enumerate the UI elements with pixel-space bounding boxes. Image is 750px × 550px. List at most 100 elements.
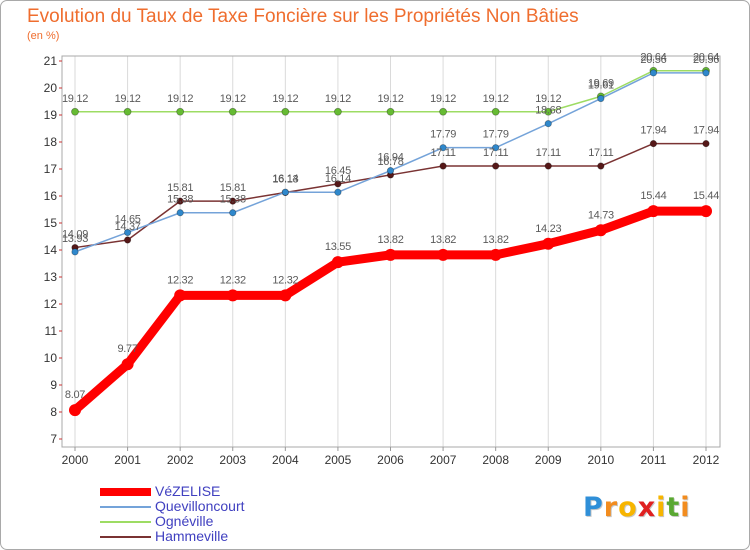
data-point: [176, 209, 184, 217]
data-label: 14.09: [62, 229, 88, 241]
y-tick-label: 17: [44, 162, 58, 176]
legend-label-vezelise: VéZELISE: [155, 483, 221, 499]
data-label: 16.78: [377, 156, 403, 168]
series-quevilloncourt: [71, 69, 710, 256]
data-label: 16.13: [272, 173, 298, 185]
y-tick-label: 8: [50, 405, 57, 419]
data-label: 12.32: [167, 274, 193, 286]
x-tick-label: 2000: [62, 453, 89, 467]
data-point: [702, 69, 710, 77]
data-label: 13.82: [483, 234, 509, 246]
data-point: [492, 144, 500, 152]
x-tick-label: 2003: [219, 453, 246, 467]
legend-item-hammeville: Hammeville: [100, 529, 300, 544]
data-label: 19.12: [115, 93, 141, 105]
data-point: [489, 248, 502, 261]
data-point: [386, 167, 395, 175]
data-label: 19.69: [588, 77, 614, 89]
data-label: 19.61: [588, 80, 614, 92]
data-label: 17.11: [588, 147, 613, 159]
y-tick-label: 15: [44, 216, 58, 230]
chart-title: Evolution du Taux de Taxe Foncière sur l…: [27, 6, 579, 27]
data-label: 17.79: [430, 129, 456, 141]
series-vezelise: [69, 205, 712, 417]
x-tick-label: 2012: [693, 453, 720, 467]
y-tick-label: 13: [44, 270, 58, 284]
data-label: 19.12: [430, 93, 456, 105]
data-point: [439, 144, 447, 152]
data-label: 17.79: [483, 129, 509, 141]
data-label: 15.44: [693, 190, 719, 202]
data-label: 19.12: [220, 93, 246, 105]
legend-label-ogneville: Ognéville: [155, 513, 214, 529]
data-point: [176, 107, 185, 116]
y-tick-label: 19: [44, 108, 58, 122]
data-point: [279, 289, 292, 302]
logo-letter: o: [618, 492, 638, 523]
legend-swatch-hammeville: [100, 535, 151, 538]
data-point: [597, 162, 605, 170]
legend-label-quevilloncourt: Quevilloncourt: [155, 498, 245, 514]
logo-letter: i: [680, 492, 691, 523]
data-label: 19.12: [377, 93, 403, 105]
data-label: 15.81: [167, 182, 193, 194]
y-tick-label: 18: [44, 135, 58, 149]
data-point: [542, 237, 555, 250]
x-tick-label: 2005: [325, 453, 352, 467]
data-label: 13.93: [62, 233, 88, 245]
data-point: [386, 107, 395, 116]
y-tick-label: 12: [44, 297, 58, 311]
data-point: [649, 140, 658, 148]
y-tick-label: 14: [44, 243, 58, 257]
data-label: 20.56: [693, 54, 719, 66]
logo-letter: t: [666, 492, 681, 523]
data-point: [69, 404, 81, 417]
data-label: 14.23: [535, 223, 561, 235]
data-label: 20.64: [640, 52, 666, 64]
data-point: [439, 162, 447, 170]
proxiti-logo: Proxiti: [583, 494, 691, 521]
x-tick-label: 2008: [482, 453, 509, 467]
data-label: 17.94: [640, 125, 666, 137]
data-point: [71, 248, 79, 256]
y-tick-label: 21: [44, 54, 58, 68]
y-tick-label: 11: [45, 324, 58, 338]
data-point: [544, 162, 552, 170]
data-point: [71, 107, 79, 116]
data-point: [121, 358, 134, 371]
data-label: 17.94: [693, 125, 719, 137]
x-tick-label: 2009: [535, 453, 562, 467]
data-point: [439, 107, 447, 116]
data-label: 19.12: [325, 93, 351, 105]
data-point: [123, 107, 132, 116]
data-label: 15.81: [220, 182, 246, 194]
x-tick-label: 2001: [114, 453, 141, 467]
data-point: [123, 236, 132, 244]
data-label: 20.56: [640, 54, 666, 66]
data-label: 15.38: [167, 194, 193, 206]
data-point: [544, 120, 552, 128]
data-point: [649, 69, 658, 77]
data-label: 16.14: [272, 173, 298, 185]
x-tick-label: 2010: [587, 453, 614, 467]
legend-item-quevilloncourt: Quevilloncourt: [100, 499, 300, 514]
data-point: [700, 205, 712, 218]
y-tick-label: 16: [44, 189, 58, 203]
data-point: [384, 248, 397, 261]
data-label: 14.65: [115, 213, 141, 225]
chart-unit-label: (en %): [27, 30, 60, 42]
data-label: 17.11: [483, 147, 508, 159]
data-label: 13.82: [377, 234, 403, 246]
x-tick-label: 2004: [272, 453, 299, 467]
logo-letter: P: [583, 492, 604, 523]
x-tick-label: 2006: [377, 453, 404, 467]
legend-swatch-vezelise: [100, 487, 151, 496]
data-label: 19.12: [535, 93, 561, 105]
data-label: 13.82: [430, 234, 456, 246]
data-point: [647, 205, 660, 218]
data-point: [174, 289, 187, 302]
legend-item-vezelise: VéZELISE: [100, 484, 300, 499]
x-tick-label: 2011: [641, 453, 667, 467]
y-tick-label: 9: [50, 378, 57, 392]
data-point: [228, 107, 237, 116]
